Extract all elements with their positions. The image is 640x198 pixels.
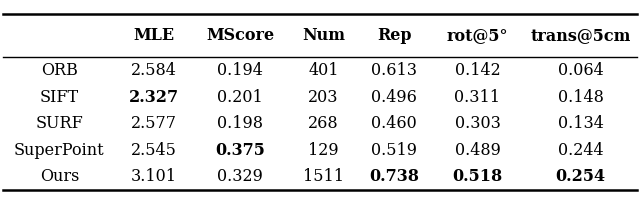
Text: 129: 129 <box>308 142 339 159</box>
Text: 0.738: 0.738 <box>369 168 419 185</box>
Text: 2.577: 2.577 <box>131 115 177 132</box>
Text: Ours: Ours <box>40 168 79 185</box>
Text: 0.201: 0.201 <box>218 89 263 106</box>
Text: 0.134: 0.134 <box>557 115 604 132</box>
Text: 3.101: 3.101 <box>131 168 177 185</box>
Text: 203: 203 <box>308 89 339 106</box>
Text: 2.545: 2.545 <box>131 142 177 159</box>
Text: 0.518: 0.518 <box>452 168 502 185</box>
Text: 2.327: 2.327 <box>129 89 179 106</box>
Text: 0.311: 0.311 <box>454 89 500 106</box>
Text: 0.303: 0.303 <box>454 115 500 132</box>
Text: 0.519: 0.519 <box>371 142 417 159</box>
Text: 0.329: 0.329 <box>218 168 263 185</box>
Text: 0.496: 0.496 <box>371 89 417 106</box>
Text: 0.460: 0.460 <box>371 115 417 132</box>
Text: 0.198: 0.198 <box>218 115 263 132</box>
Text: MScore: MScore <box>206 27 275 44</box>
Text: 268: 268 <box>308 115 339 132</box>
Text: trans@5cm: trans@5cm <box>531 27 631 44</box>
Text: ORB: ORB <box>41 62 77 79</box>
Text: Rep: Rep <box>377 27 412 44</box>
Text: SIFT: SIFT <box>40 89 79 106</box>
Text: MLE: MLE <box>133 27 174 44</box>
Text: 2.584: 2.584 <box>131 62 177 79</box>
Text: 0.489: 0.489 <box>454 142 500 159</box>
Text: 0.254: 0.254 <box>556 168 605 185</box>
Text: SuperPoint: SuperPoint <box>14 142 104 159</box>
Text: SURF: SURF <box>35 115 83 132</box>
Text: 0.064: 0.064 <box>558 62 604 79</box>
Text: rot@5°: rot@5° <box>447 27 508 44</box>
Text: 1511: 1511 <box>303 168 344 185</box>
Text: 0.148: 0.148 <box>557 89 604 106</box>
Text: 0.142: 0.142 <box>454 62 500 79</box>
Text: 0.375: 0.375 <box>216 142 266 159</box>
Text: 401: 401 <box>308 62 339 79</box>
Text: 0.613: 0.613 <box>371 62 417 79</box>
Text: 0.244: 0.244 <box>558 142 604 159</box>
Text: 0.194: 0.194 <box>218 62 263 79</box>
Text: Num: Num <box>302 27 345 44</box>
